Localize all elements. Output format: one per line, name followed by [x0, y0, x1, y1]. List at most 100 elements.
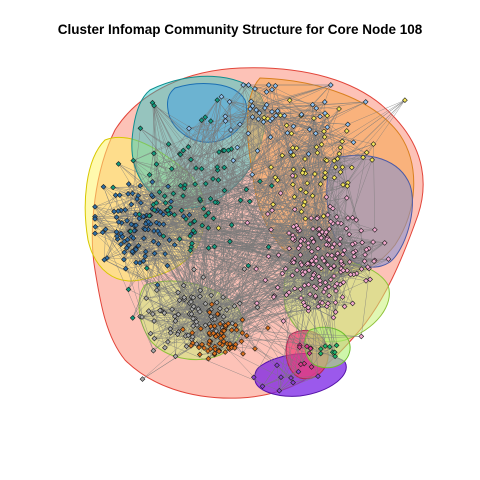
edge — [270, 120, 294, 127]
node-yellow — [268, 164, 274, 171]
node-light-blue — [306, 126, 313, 133]
node-blue — [150, 238, 157, 245]
node-pink — [301, 302, 308, 309]
node-violet — [274, 362, 280, 369]
edge — [231, 224, 275, 298]
node-yellow — [279, 152, 286, 159]
node-orange — [243, 332, 250, 339]
edge — [133, 143, 169, 161]
edge — [279, 377, 292, 391]
edge — [125, 117, 265, 269]
edge — [127, 128, 141, 240]
node-light-blue — [324, 124, 331, 131]
node-blue — [115, 208, 121, 215]
edge — [262, 376, 282, 387]
node-grey — [151, 318, 157, 324]
node-blue — [156, 221, 163, 227]
node-grey — [150, 347, 157, 354]
node-blue — [99, 229, 106, 236]
node-pink — [332, 255, 339, 262]
node-light-blue — [350, 139, 357, 146]
node-light-blue — [186, 125, 192, 132]
edge — [292, 214, 329, 276]
node-light-blue — [245, 130, 252, 137]
node-pink — [340, 267, 347, 274]
edge — [164, 196, 327, 314]
node-orange — [196, 351, 203, 358]
node-orange — [188, 342, 194, 349]
edge — [116, 107, 266, 237]
node-teal — [137, 125, 144, 132]
edge — [159, 191, 295, 263]
edge — [103, 186, 129, 195]
node-light-blue — [269, 86, 275, 93]
node-teal — [221, 187, 228, 194]
node-yellow — [302, 156, 308, 162]
edge — [139, 202, 218, 215]
edge — [315, 133, 354, 253]
edge — [280, 371, 299, 378]
node-blue — [151, 250, 158, 257]
node-light-blue — [256, 110, 263, 116]
node-magenta — [307, 345, 314, 352]
node-pink — [326, 292, 332, 299]
edge — [159, 223, 309, 244]
node-yellow — [270, 201, 276, 208]
node-light-blue — [254, 147, 261, 154]
edge — [252, 105, 311, 349]
node-pink — [315, 273, 322, 280]
edge — [271, 111, 291, 153]
edge — [211, 295, 305, 364]
node-grey — [153, 287, 160, 294]
node-grey — [185, 332, 192, 339]
node-yellow — [321, 134, 328, 140]
edge — [231, 160, 328, 331]
node-light-blue — [253, 107, 260, 113]
node-grey — [231, 303, 238, 309]
node-grey — [220, 294, 226, 301]
node-pink — [326, 283, 332, 290]
node-pink — [302, 269, 308, 275]
node-pink — [349, 241, 356, 248]
node-grey — [236, 300, 243, 307]
node-teal — [188, 156, 194, 163]
node-blue — [168, 198, 174, 205]
node-grey — [174, 331, 181, 338]
edge — [293, 133, 316, 262]
edge — [195, 100, 218, 169]
node-grey — [188, 299, 194, 305]
node-yellow — [344, 183, 351, 189]
node-grey — [197, 293, 203, 300]
node-blue — [137, 182, 144, 189]
node-yellow — [303, 189, 309, 196]
edge — [94, 218, 125, 260]
node-blue — [122, 207, 129, 213]
edge — [209, 254, 343, 312]
node-light-blue — [218, 93, 225, 100]
node-blue — [115, 219, 122, 225]
edge — [132, 193, 147, 216]
node-blue — [171, 242, 178, 248]
edge — [154, 240, 314, 254]
edge — [332, 185, 348, 209]
node-pink — [322, 285, 329, 292]
node-orange — [240, 350, 246, 357]
node-orange — [216, 340, 223, 347]
node-teal — [246, 198, 253, 205]
edge — [149, 174, 209, 214]
node-pink — [326, 226, 333, 232]
node-light-blue — [249, 114, 256, 120]
node-blue — [154, 282, 161, 288]
node-pink — [322, 279, 329, 286]
edge — [193, 117, 206, 222]
node-light-blue — [269, 115, 276, 122]
node-pink — [343, 225, 350, 232]
node-pink — [371, 226, 378, 233]
edge — [94, 233, 194, 327]
node-yellow — [313, 144, 320, 150]
node-teal — [205, 210, 212, 216]
edge — [135, 262, 143, 318]
edge — [179, 153, 206, 216]
edge — [293, 226, 303, 240]
